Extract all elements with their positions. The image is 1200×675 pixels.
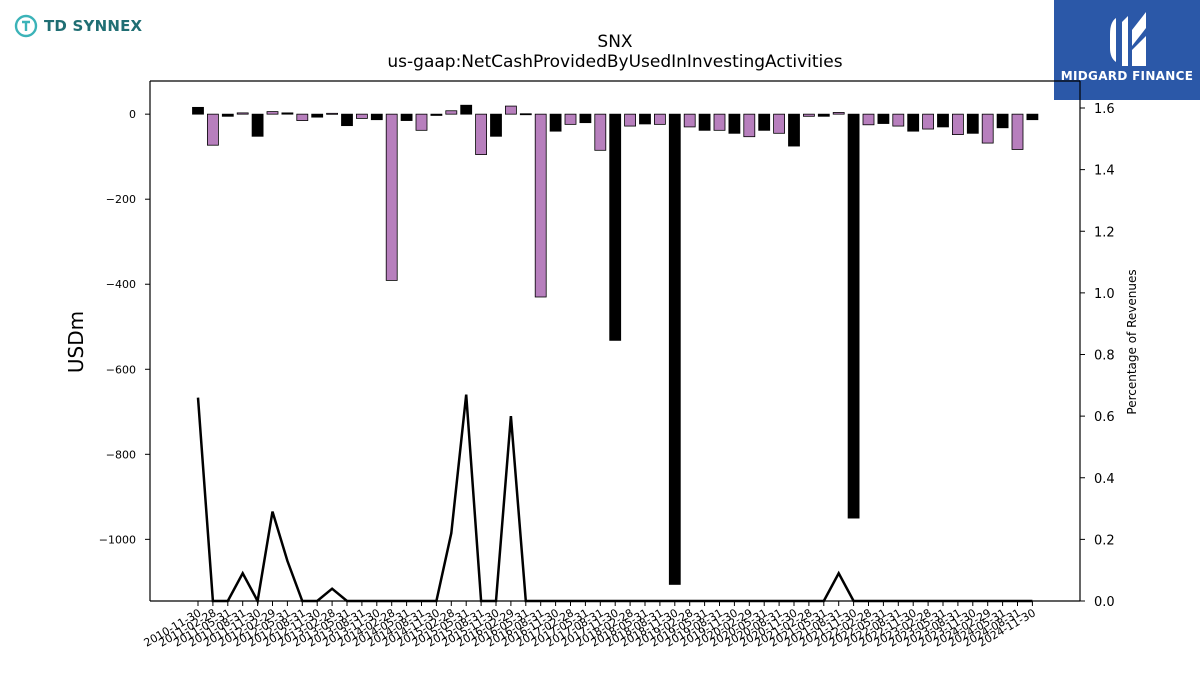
bar [251, 113, 264, 137]
bar [445, 110, 458, 115]
bar [1026, 113, 1039, 121]
y-tick-label: 0 [129, 108, 136, 121]
y2-tick-label: 0.4 [1094, 472, 1115, 487]
bar [192, 106, 204, 115]
bar [490, 113, 502, 137]
bar [966, 113, 979, 134]
bar [817, 113, 830, 117]
y2-tick-label: 0.2 [1094, 533, 1115, 548]
y-tick-label: −600 [106, 363, 136, 376]
bar [862, 113, 875, 126]
bar [206, 113, 219, 146]
midgard-finance-logo: MIDGARD FINANCE [1054, 0, 1200, 100]
bar [534, 113, 547, 298]
bar [743, 113, 756, 138]
bar [236, 112, 249, 115]
bar [952, 113, 964, 135]
y2-tick-label: 1.2 [1094, 225, 1115, 240]
bar [579, 113, 592, 124]
bar [922, 113, 934, 130]
bar [758, 113, 771, 131]
bar [355, 113, 368, 119]
bar [1011, 113, 1024, 150]
midgard-emblem-icon [1110, 12, 1146, 66]
bar [609, 113, 622, 341]
bar [877, 113, 890, 124]
bar [847, 113, 860, 519]
bar [937, 113, 949, 128]
y2-tick-label: 1.0 [1094, 287, 1115, 302]
bar [460, 104, 473, 115]
bar [668, 113, 681, 585]
y-tick-label: −800 [106, 448, 136, 461]
bar [564, 113, 577, 125]
td-synnex-mark-icon [14, 14, 38, 38]
bar [788, 113, 800, 147]
bar [698, 113, 711, 131]
bar [341, 113, 353, 127]
td-synnex-logo: TD SYNNEX [14, 14, 142, 38]
bar [415, 113, 428, 131]
bar [996, 113, 1009, 129]
bar [266, 111, 279, 115]
bar [594, 113, 607, 151]
bar [639, 113, 651, 125]
td-synnex-logo-text: TD SYNNEX [44, 17, 143, 35]
y-tick-label: −400 [106, 278, 136, 291]
bar [803, 113, 815, 117]
percentage-line [196, 394, 1033, 605]
bar [281, 112, 294, 115]
y2-tick-label: 1.4 [1094, 164, 1115, 179]
bar [654, 113, 666, 125]
bar [504, 105, 517, 115]
bar [296, 113, 309, 121]
y2-tick-label: 0.0 [1094, 595, 1115, 610]
bar [519, 113, 532, 116]
bar [400, 113, 413, 121]
y-tick-label: −200 [106, 193, 136, 206]
y2-tick-label: 0.8 [1094, 349, 1115, 364]
bar [773, 113, 785, 134]
y-tick-label: −1000 [99, 533, 136, 546]
chart-subtitle: us-gaap:NetCashProvidedByUsedInInvesting… [387, 52, 843, 72]
midgard-logo-text: MIDGARD FINANCE [1060, 69, 1194, 83]
bar [683, 113, 696, 128]
bar [981, 113, 994, 144]
y2-tick-label: 1.6 [1094, 102, 1115, 117]
bar [311, 113, 324, 118]
bar [221, 113, 234, 117]
bar [624, 113, 636, 127]
bar [370, 113, 383, 121]
bar [907, 113, 920, 132]
bar [728, 113, 741, 134]
y2-tick-label: 0.6 [1094, 410, 1115, 425]
bar [549, 113, 562, 132]
bar [892, 113, 905, 127]
bar [326, 112, 339, 115]
bar [832, 112, 845, 115]
bar [713, 113, 726, 131]
chart-title: SNX [597, 32, 633, 52]
bar [430, 113, 443, 116]
bar [475, 113, 488, 155]
bar [385, 113, 398, 281]
